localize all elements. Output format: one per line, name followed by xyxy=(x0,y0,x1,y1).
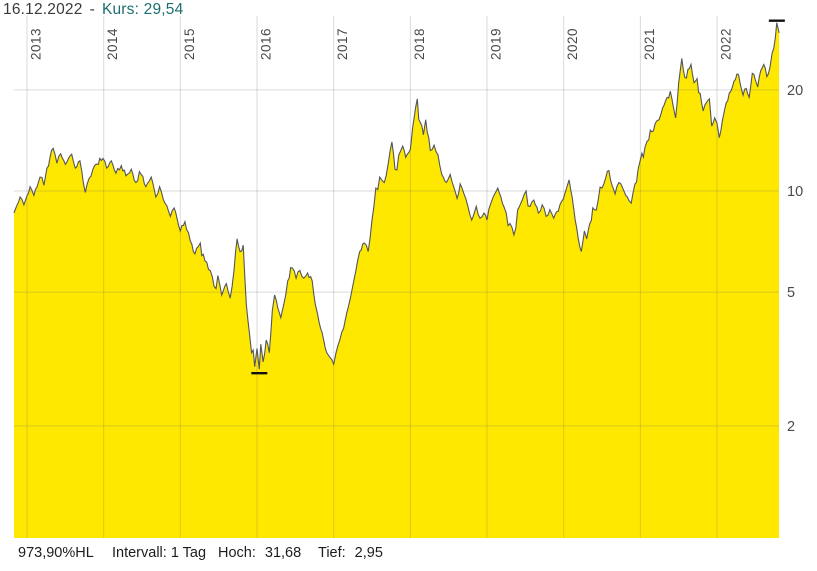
low-indicator: Tief: 2,95 xyxy=(318,545,383,561)
price-area xyxy=(14,22,780,538)
percent-hl-value: 973,90%HL xyxy=(18,545,94,561)
x-tick-label: 2016 xyxy=(259,28,274,60)
last-price: Kurs: 29,54 xyxy=(102,1,184,18)
last-price-label: Kurs: xyxy=(101,1,140,18)
status-bar: 973,90%HL Intervall: 1 Tag Hoch: 31,68 Ti… xyxy=(0,545,817,567)
high-value: 31,68 xyxy=(264,545,302,561)
x-tick-label: 2019 xyxy=(489,28,504,60)
low-label: Tief: xyxy=(318,545,346,561)
high-label: Hoch: xyxy=(218,545,256,561)
interval-label: Intervall: xyxy=(112,545,167,561)
x-tick-label: 2022 xyxy=(719,28,734,60)
y-tick-label: 10 xyxy=(787,184,803,200)
x-tick-label: 2015 xyxy=(182,28,197,60)
high-indicator: Hoch: 31,68 xyxy=(218,545,301,561)
chart-header: 16.12.2022- Kurs: 29,54 xyxy=(3,1,183,19)
interval-value: 1 Tag xyxy=(170,545,207,561)
last-price-value: 29,54 xyxy=(143,1,184,18)
low-value: 2,95 xyxy=(354,545,383,561)
x-tick-label: 2013 xyxy=(29,28,44,60)
x-tick-label: 2021 xyxy=(642,28,657,60)
y-axis-labels: 20 10 5 2 xyxy=(787,83,803,435)
x-tick-label: 2018 xyxy=(412,28,427,60)
quote-date: 16.12.2022 xyxy=(3,1,83,18)
interval-indicator: Intervall: 1 Tag xyxy=(112,545,206,561)
x-tick-label: 2014 xyxy=(105,28,120,60)
y-tick-label: 5 xyxy=(787,285,795,301)
y-tick-label: 20 xyxy=(787,83,803,99)
header-separator: - xyxy=(89,1,95,18)
x-tick-label: 2020 xyxy=(565,28,580,60)
x-tick-label: 2017 xyxy=(335,28,350,60)
y-tick-label: 2 xyxy=(787,419,795,435)
gridlines xyxy=(14,16,779,538)
price-line xyxy=(13,22,780,370)
x-axis-labels: 2013 2014 2015 2016 2017 2018 2019 2020 2021 2022 xyxy=(29,28,734,60)
